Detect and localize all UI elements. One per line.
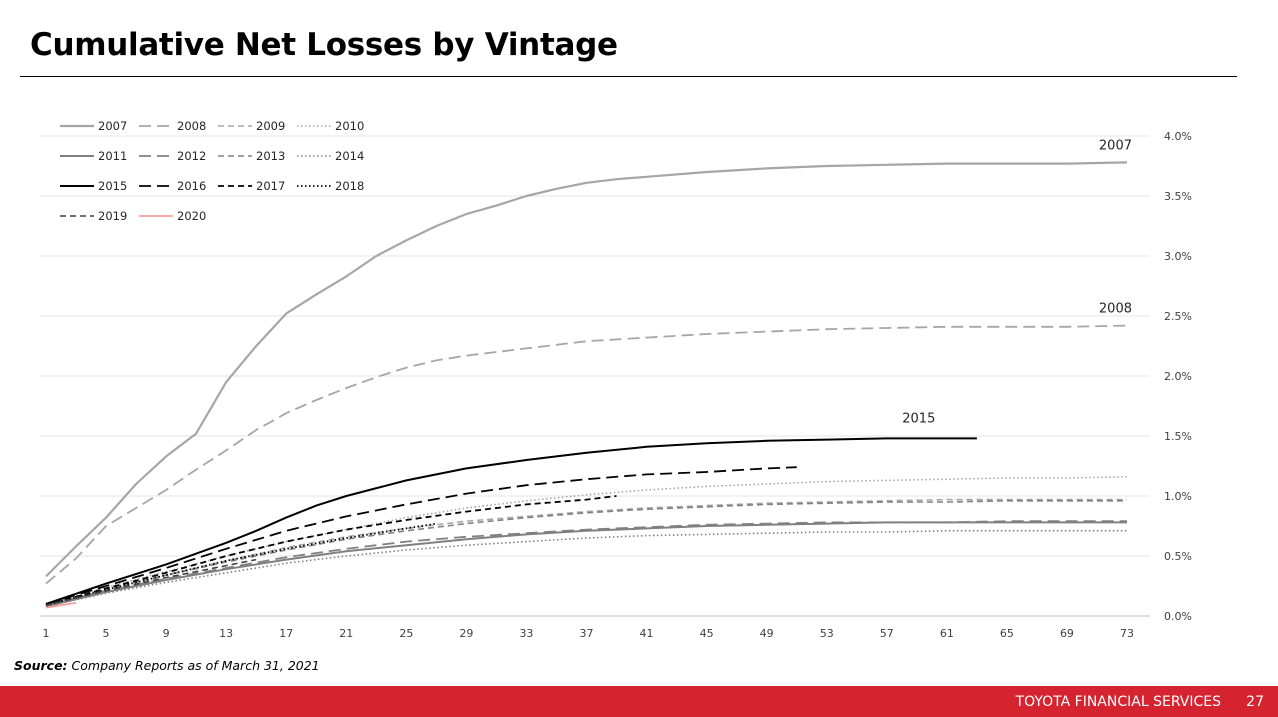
series-line-2017 — [45, 495, 617, 607]
legend-label: 2009 — [256, 119, 285, 133]
x-tick-label: 37 — [580, 627, 594, 640]
legend-label: 2015 — [98, 179, 127, 193]
legend-item-2011: 2011 — [60, 149, 127, 163]
legend-item-2019: 2019 — [60, 209, 127, 223]
legend-item-2009: 2009 — [218, 119, 285, 133]
legend-label: 2012 — [177, 149, 206, 163]
legend-item-2010: 2010 — [297, 119, 364, 133]
x-tick-label: 17 — [279, 627, 293, 640]
y-tick-label: 3.5% — [1164, 190, 1192, 203]
cumulative-net-losses-chart: 1 5 9 13 17 21 25 29 33 37 41 45 49 53 57 61 65 69 73 0.0%… — [40, 119, 1192, 640]
x-tick-label: 13 — [219, 627, 233, 640]
legend-item-2016: 2016 — [139, 179, 206, 193]
y-tick-label: 1.0% — [1164, 490, 1192, 503]
x-tick-label: 65 — [1000, 627, 1014, 640]
series-line-2014 — [45, 530, 1127, 608]
gridlines — [40, 135, 1150, 617]
title-divider — [20, 76, 1237, 77]
series-annotations: 2007 2008 2015 — [902, 138, 1132, 426]
x-tick-label: 69 — [1060, 627, 1074, 640]
legend-label: 2020 — [177, 209, 206, 223]
x-tick-label: 21 — [339, 627, 353, 640]
series-line-2008 — [45, 324, 1128, 585]
legend-label: 2016 — [177, 179, 206, 193]
x-tick-label: 53 — [820, 627, 834, 640]
series-label-2008: 2008 — [1099, 302, 1132, 317]
source-note: Source: Company Reports as of March 31, … — [14, 658, 320, 673]
x-tick-label: 41 — [640, 627, 654, 640]
x-tick-label: 57 — [880, 627, 894, 640]
y-tick-label: 0.5% — [1164, 550, 1192, 563]
legend-item-2008: 2008 — [139, 119, 206, 133]
series-line-2016 — [45, 466, 797, 605]
legend-label: 2013 — [256, 149, 285, 163]
legend-label: 2010 — [335, 119, 364, 133]
x-tick-label: 49 — [760, 627, 774, 640]
series-label-2015: 2015 — [902, 411, 935, 426]
series-line-2018 — [45, 522, 437, 607]
x-tick-label: 1 — [43, 627, 50, 640]
x-tick-label: 9 — [163, 627, 170, 640]
series-line-2011 — [45, 521, 1127, 608]
x-tick-label: 61 — [940, 627, 954, 640]
y-tick-label: 1.5% — [1164, 430, 1192, 443]
legend-item-2017: 2017 — [218, 179, 285, 193]
legend-label: 2019 — [98, 209, 127, 223]
legend-item-2012: 2012 — [139, 149, 206, 163]
y-tick-label: 0.0% — [1164, 610, 1192, 623]
legend-label: 2007 — [98, 119, 127, 133]
source-text: Company Reports as of March 31, 2021 — [67, 658, 320, 673]
series-line-2020 — [45, 601, 77, 609]
x-tick-label: 73 — [1120, 627, 1134, 640]
x-axis: 1 5 9 13 17 21 25 29 33 37 41 45 49 53 57 61 65 69 73 — [43, 627, 1135, 640]
series-lines — [45, 161, 1128, 609]
x-tick-label: 5 — [103, 627, 110, 640]
series-line-2007 — [45, 161, 1128, 578]
series-line-2009 — [45, 498, 1127, 606]
y-tick-label: 2.5% — [1164, 310, 1192, 323]
series-line-2019 — [45, 558, 257, 606]
source-label: Source: — [14, 658, 68, 673]
legend-label: 2017 — [256, 179, 285, 193]
series-label-2007: 2007 — [1099, 138, 1132, 153]
y-tick-label: 3.0% — [1164, 250, 1192, 263]
page-number: 27 — [1246, 694, 1264, 710]
series-line-2010 — [45, 476, 1128, 606]
legend-label: 2014 — [335, 149, 364, 163]
legend-label: 2011 — [98, 149, 127, 163]
series-line-2013 — [45, 500, 1127, 606]
legend-label: 2018 — [335, 179, 364, 193]
legend-item-2015: 2015 — [60, 179, 127, 193]
legend-item-2014: 2014 — [297, 149, 364, 163]
footer-company-name: TOYOTA FINANCIAL SERVICES — [1015, 694, 1221, 710]
series-line-2012 — [45, 520, 1127, 607]
legend-item-2007: 2007 — [60, 119, 127, 133]
x-tick-label: 45 — [700, 627, 714, 640]
legend-item-2013: 2013 — [218, 149, 285, 163]
footer-bar: TOYOTA FINANCIAL SERVICES 27 — [0, 686, 1278, 717]
y-axis: 0.0% 0.5% 1.0% 1.5% 2.0% 2.5% 3.0% 3.5% 4.0% — [1164, 130, 1192, 623]
series-line-2015 — [45, 437, 977, 605]
y-tick-label: 2.0% — [1164, 370, 1192, 383]
x-tick-label: 25 — [399, 627, 413, 640]
slide-title: Cumulative Net Losses by Vintage — [30, 27, 618, 63]
legend-item-2018: 2018 — [297, 179, 364, 193]
legend: 2007 2008 2009 2010 2011 2012 2013 2014 2015 2016… — [60, 119, 364, 223]
y-tick-label: 4.0% — [1164, 130, 1192, 143]
legend-item-2020: 2020 — [139, 209, 206, 223]
legend-label: 2008 — [177, 119, 206, 133]
x-tick-label: 29 — [459, 627, 473, 640]
x-tick-label: 33 — [519, 627, 533, 640]
